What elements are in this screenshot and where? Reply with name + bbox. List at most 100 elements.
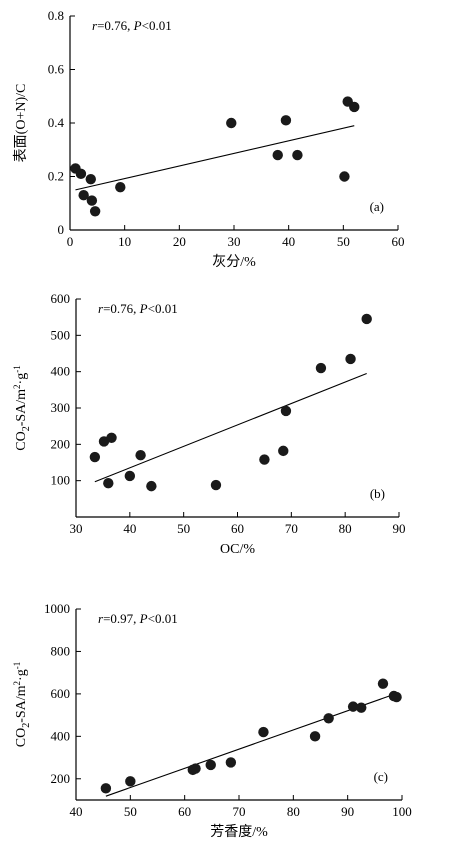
ytitle-part: CO [14,728,29,747]
stat-p-value: <0.01 [148,301,178,316]
y-tick-label: 100 [51,473,71,488]
y-tick-label: 200 [51,436,71,451]
data-point [278,445,289,457]
stat-r: r [98,611,104,626]
x-tick-label: 90 [341,804,354,819]
stat-p-value: <0.01 [142,18,172,33]
chart-panel-a: 0 10 20 30 40 50 60 0 0.2 0.4 0.6 0.8 灰分/% 表面(O+N)/C r… [13,8,405,270]
y-axis-title: 表面(O+N)/C [13,84,29,163]
data-point [205,759,216,771]
x-tick-label: 10 [118,234,131,249]
panel-label: (a) [370,199,384,214]
regression-line [94,372,367,483]
stat-p: P [139,611,148,626]
data-point [315,362,327,374]
y-tick-label: 0.6 [48,62,65,77]
ytitle-sup: 2 [12,681,22,686]
data-point [349,101,360,113]
y-tick-label: 0.2 [48,169,64,184]
x-tick-label: 20 [173,234,186,249]
x-tick-label: 40 [123,521,136,536]
x-tick-label: 60 [178,804,191,819]
x-tick-label: 50 [124,804,137,819]
regression-line [75,125,355,191]
x-tick-label: 30 [70,521,83,536]
data-point [280,405,292,417]
y-tick-label: 400 [51,364,71,379]
data-point [225,757,237,768]
data-point [89,206,101,217]
data-point [124,470,136,482]
y-tick-label: 600 [51,291,71,306]
stat-annotation: r=0.76, P<0.01 [92,18,172,33]
stat-p: P [133,18,142,33]
data-point [259,454,270,465]
x-tick-label: 30 [228,234,241,249]
x-tick-label: 60 [231,521,244,536]
x-tick-label: 50 [337,234,350,249]
chart-panel-c: 40 50 60 70 80 90 1002004006008001000芳香度/%CO2-… [12,601,412,840]
ytitle-part: -SA/m [14,685,29,722]
x-axis-title: OC/% [220,542,255,557]
panel-label: (c) [374,769,388,784]
ytitle-sup: -1 [12,365,22,373]
data-point [115,182,126,193]
x-tick-label: 80 [339,521,352,536]
data-point [103,478,114,489]
data-point [106,432,117,443]
data-point [272,149,283,161]
stat-r: r [98,301,104,316]
data-point [292,149,303,161]
y-tick-label: 600 [51,686,71,701]
x-tick-label: 80 [287,804,300,819]
x-tick-label: 0 [67,234,74,249]
y-tick-label: 400 [51,728,71,743]
data-point [85,173,96,185]
stat-r-value: =0.76, [103,301,140,316]
ytitle-part: ·g [14,373,29,385]
stat-r: r [92,18,98,33]
data-point [280,115,292,126]
ytitle-part: ·g [14,669,29,681]
x-tick-label: 40 [282,234,295,249]
data-point [391,691,402,703]
data-point [75,168,87,180]
y-tick-label: 500 [51,327,71,342]
ytitle-part: CO [14,431,29,450]
x-axis-title: 灰分/% [212,254,256,270]
chart-panel-b: 30 40 50 60 70 80 90100200300400500600OC/%CO2-… [12,291,406,557]
stat-p-value: <0.01 [148,611,178,626]
regression-line [105,692,397,797]
ytitle-sub: 2 [21,426,32,431]
data-point [347,701,359,712]
data-point [356,702,367,713]
data-point [339,171,350,182]
y-tick-label: 0 [58,222,65,237]
panel-label: (b) [370,486,385,501]
data-point [125,776,136,787]
ytitle-sub: 2 [21,723,32,728]
data-point [190,763,201,774]
x-tick-label: 50 [177,521,190,536]
y-tick-label: 0.4 [48,115,65,130]
stat-p: P [139,301,148,316]
y-tick-label: 1000 [44,601,70,616]
data-point [226,117,237,129]
x-tick-label: 70 [285,521,298,536]
data-point [210,479,222,491]
x-tick-label: 70 [233,804,246,819]
data-point [100,783,112,794]
x-tick-label: 60 [392,234,405,249]
y-tick-label: 200 [51,771,71,786]
data-point [361,313,372,325]
stat-r-value: =0.76, [97,18,134,33]
ytitle-part: -SA/m [14,389,29,426]
ytitle-sup: 2 [12,384,22,389]
y-tick-label: 800 [51,643,71,658]
data-point [78,190,89,201]
x-tick-label: 90 [393,521,406,536]
stat-r-value: =0.97, [103,611,140,626]
y-tick-label: 0.8 [48,8,64,23]
x-tick-label: 100 [392,804,412,819]
